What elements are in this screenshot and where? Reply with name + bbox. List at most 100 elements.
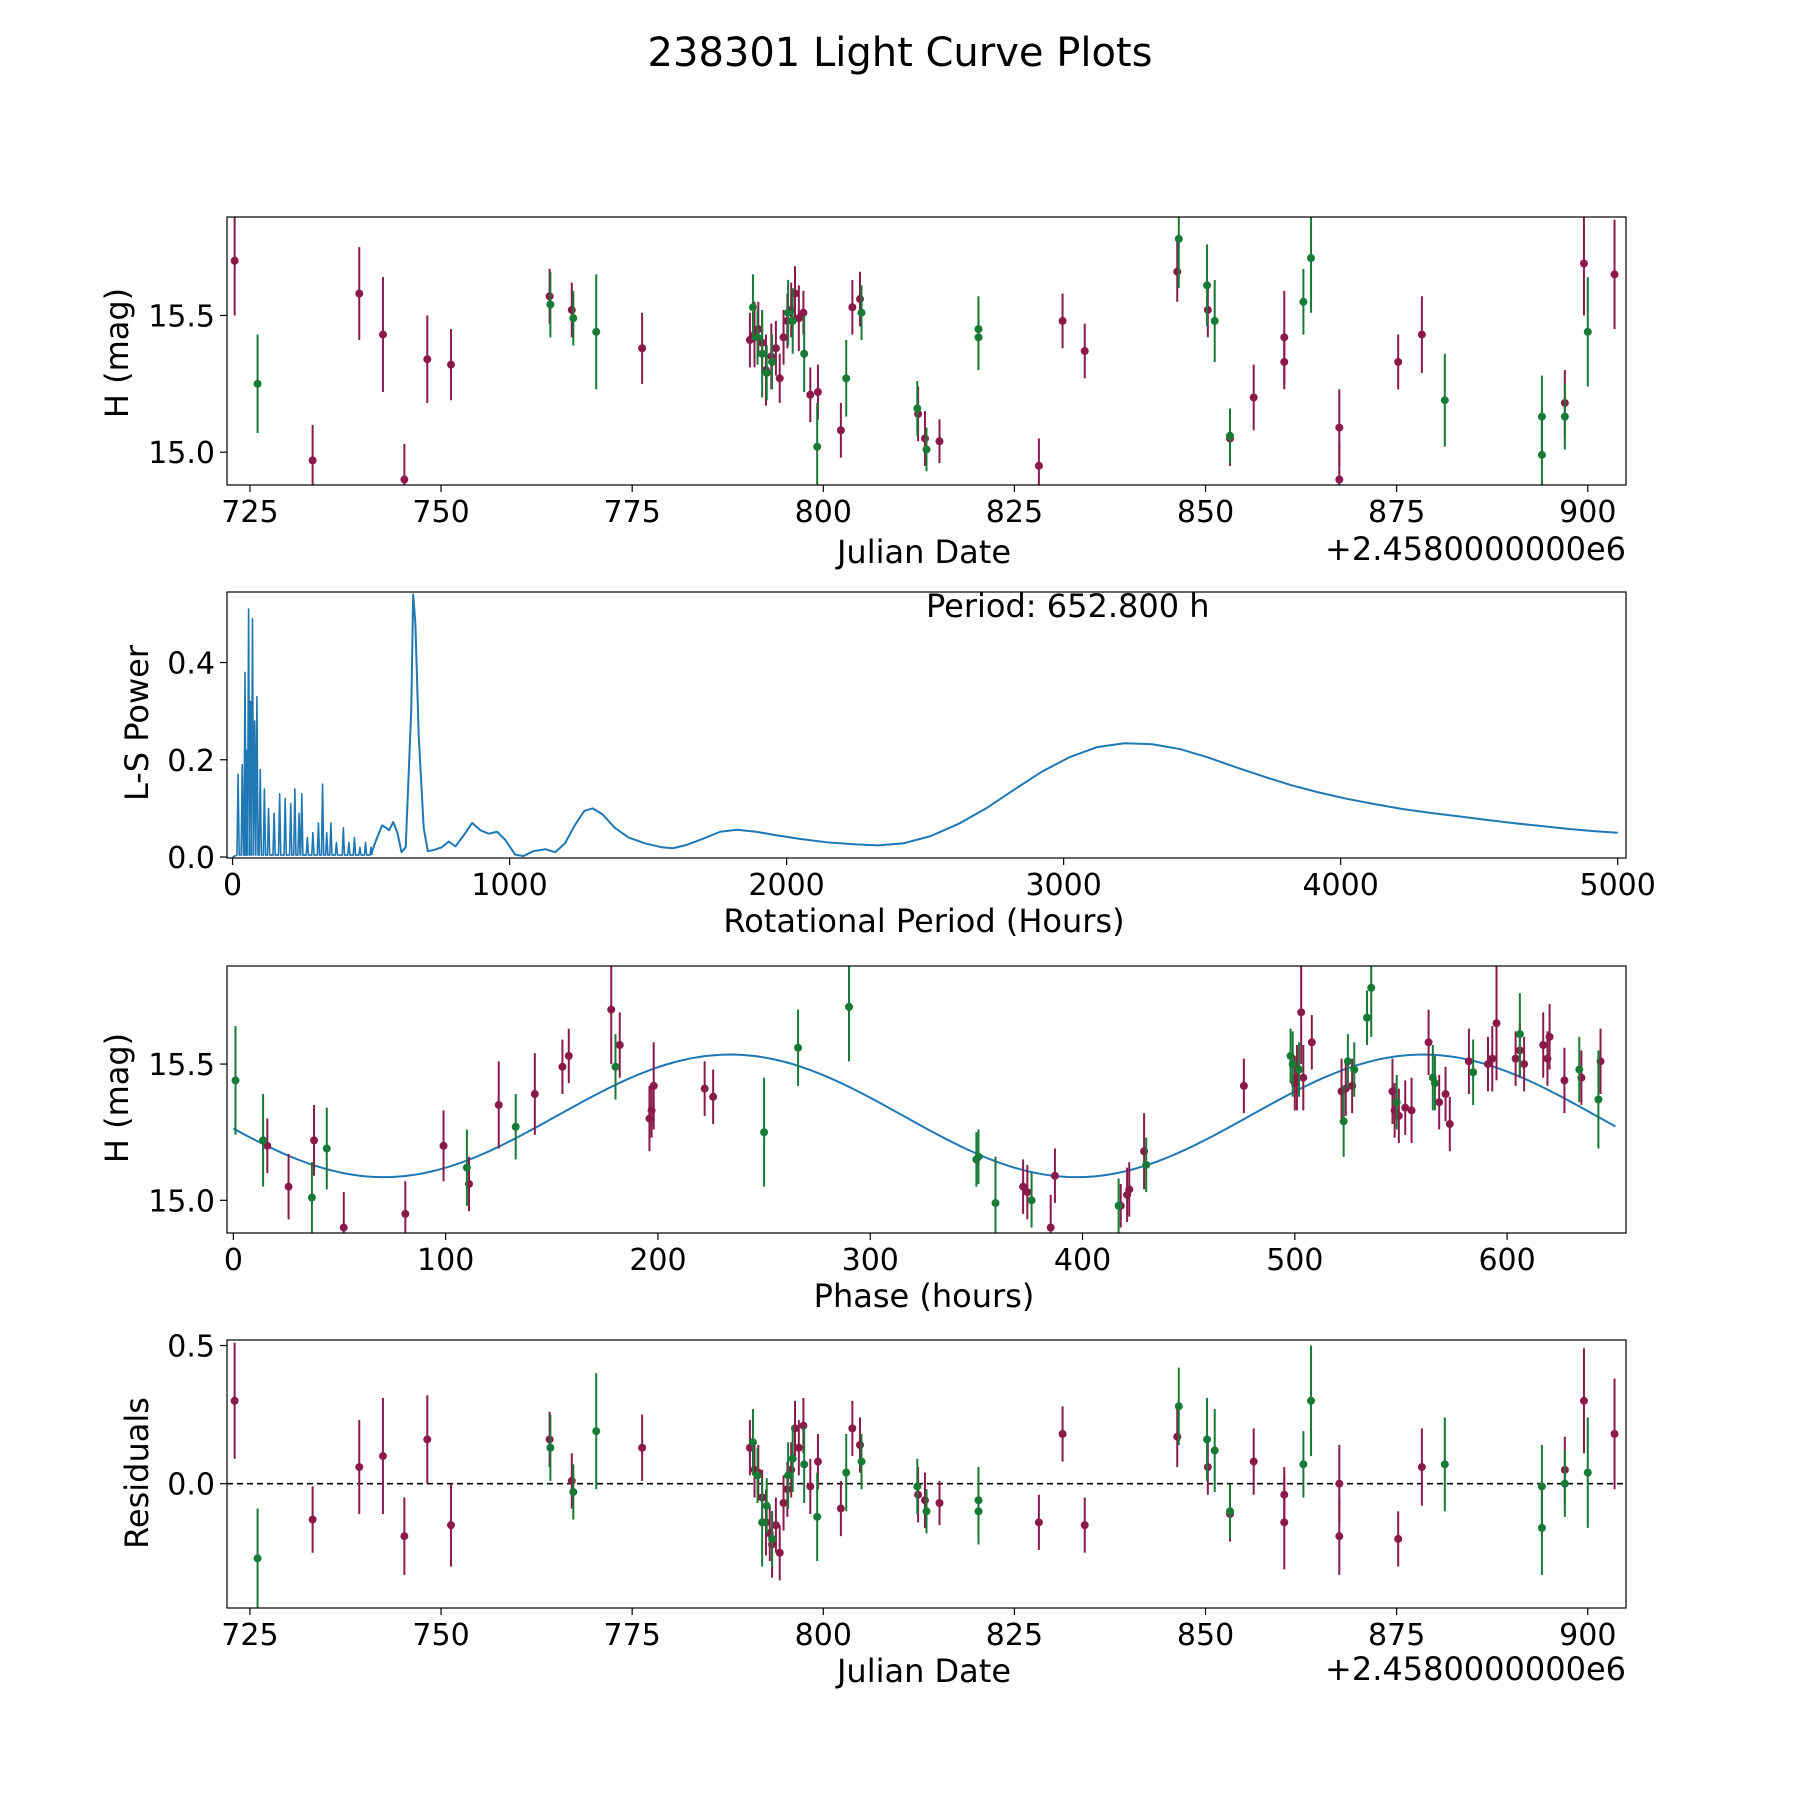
phased-marker [284, 1182, 293, 1191]
lightcurve-marker [1280, 333, 1289, 342]
phased-point-maroon [615, 1012, 624, 1078]
phased-marker [794, 1043, 803, 1052]
lightcurve-point-maroon [423, 315, 432, 403]
lightcurve-point-maroon [638, 312, 647, 384]
phased-point-green [1367, 966, 1376, 1037]
residuals-marker [935, 1499, 944, 1508]
residuals-offset-text: +2.4580000000e6 [1325, 1650, 1626, 1688]
residuals-point-maroon [308, 1486, 317, 1553]
phased-point-green [1594, 1050, 1603, 1149]
residuals-point-green [1225, 1483, 1234, 1539]
lightcurve-ylabel: H (mag) [98, 288, 136, 418]
phased-marker [530, 1090, 539, 1099]
lightcurve-marker [1058, 316, 1067, 325]
lightcurve-marker [1335, 475, 1344, 484]
phased-marker [1511, 1054, 1520, 1063]
residuals-point-maroon [446, 1483, 455, 1567]
residuals-marker [1210, 1446, 1219, 1455]
phased-marker [1019, 1182, 1028, 1191]
phased-frame [226, 965, 1627, 1234]
lightcurve-marker [771, 344, 780, 353]
phased-point-maroon [1545, 1004, 1554, 1070]
lightcurve-point-maroon [567, 282, 576, 338]
lightcurve-point-maroon [1417, 296, 1426, 373]
lightcurve-point-maroon [1173, 241, 1182, 302]
residuals-marker [836, 1504, 845, 1513]
lightcurve-marker [1174, 234, 1183, 243]
residuals-point-green [1560, 1450, 1569, 1517]
lightcurve-point-maroon [1579, 217, 1588, 316]
residuals-marker [1080, 1521, 1089, 1530]
lightcurve-marker [446, 360, 455, 369]
lightcurve-point-green [768, 334, 777, 390]
lightcurve-point-maroon [230, 217, 239, 316]
phased-point-maroon [1299, 1045, 1308, 1111]
residuals-point-maroon [1579, 1348, 1588, 1454]
phased-marker [1469, 1068, 1478, 1077]
residuals-marker [748, 1438, 757, 1447]
phased-marker [1350, 1065, 1359, 1074]
phased-marker [1299, 1073, 1308, 1082]
residuals-marker [446, 1521, 455, 1530]
residuals-marker [1394, 1534, 1403, 1543]
residuals-marker [1307, 1396, 1316, 1405]
phased-xtick-label: 0 [224, 1243, 243, 1278]
residuals-point-green [842, 1433, 851, 1512]
lightcurve-marker [794, 314, 803, 323]
phased-point-maroon [263, 1118, 272, 1174]
lightcurve-marker [569, 314, 578, 323]
phased-marker [310, 1136, 319, 1145]
residuals-point-green [768, 1511, 777, 1567]
phased-marker [1114, 1201, 1123, 1210]
lightcurve-marker [1173, 267, 1182, 276]
residuals-marker [308, 1515, 317, 1524]
residuals-frame [226, 1339, 1627, 1609]
residuals-marker [1174, 1402, 1183, 1411]
residuals-marker [855, 1440, 864, 1449]
lightcurve-point-green [842, 340, 851, 417]
residuals-point-maroon [1249, 1428, 1258, 1495]
residuals-marker [569, 1487, 578, 1496]
residuals-xlabel: Julian Date [835, 1652, 1011, 1690]
periodogram-xtick-label: 2000 [748, 868, 824, 903]
lightcurve-marker [1537, 412, 1546, 421]
lightcurve-point-green [788, 288, 797, 354]
lightcurve-point-maroon [779, 309, 788, 365]
residuals-point-green [913, 1458, 922, 1515]
phased-marker [462, 1163, 471, 1172]
lightcurve-point-green [813, 402, 822, 485]
phased-xtick-label: 300 [842, 1243, 899, 1278]
lightcurve-point-green [784, 279, 793, 346]
residuals-plot-area [227, 1342, 1626, 1608]
lightcurve-point-green [1537, 375, 1546, 458]
phased-marker [991, 1199, 1000, 1208]
lightcurve-point-maroon [771, 320, 780, 376]
lightcurve-point-maroon [1394, 334, 1403, 390]
residuals-point-maroon [836, 1480, 845, 1537]
lightcurve-point-green [1583, 277, 1592, 387]
residuals-point-maroon [400, 1497, 409, 1575]
residuals-marker [813, 1512, 822, 1521]
phased-point-maroon [1239, 1058, 1248, 1114]
lightcurve-point-maroon [1280, 290, 1289, 384]
phased-point-maroon [1488, 1025, 1497, 1092]
phased-marker [1307, 1038, 1316, 1047]
lightcurve-xtick-label: 900 [1559, 495, 1616, 530]
residuals-marker [1579, 1396, 1588, 1405]
lightcurve-point-maroon [745, 312, 754, 368]
phased-marker [1445, 1120, 1454, 1129]
lightcurve-point-green [753, 309, 762, 365]
lightcurve-marker [1034, 461, 1043, 470]
phased-point-maroon [1046, 1194, 1055, 1233]
periodogram-xtick-label: 3000 [1025, 868, 1101, 903]
lightcurve-xtick-label: 725 [221, 495, 278, 530]
lightcurve-marker [567, 305, 576, 314]
phased-point-green [511, 1094, 520, 1160]
phased-point-green [1430, 1055, 1439, 1111]
phased-marker [845, 1002, 854, 1011]
lightcurve-point-maroon [855, 271, 864, 327]
residuals-point-green [546, 1414, 555, 1481]
phased-point-green [611, 1034, 620, 1100]
lightcurve-marker [813, 388, 822, 397]
residuals-marker [1225, 1507, 1234, 1516]
